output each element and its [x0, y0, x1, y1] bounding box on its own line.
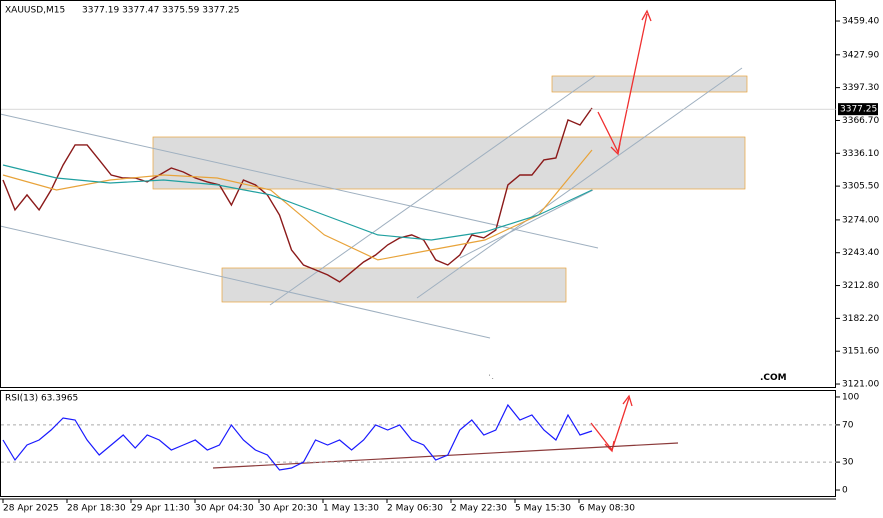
y-tick-label: 3305.50: [842, 182, 879, 192]
y-tick-label: 3427.90: [842, 50, 879, 60]
y-tick-label: 3336.10: [842, 149, 879, 159]
rsi-title: RSI(13) 63.3965: [5, 394, 78, 404]
watermark: .COM: [760, 373, 787, 383]
rsi-frame: [0, 390, 836, 497]
zone: [551, 75, 748, 93]
x-tick-label: 5 May 15:30: [515, 504, 571, 514]
y-tick-label: 3459.40: [842, 17, 879, 27]
y-tick-label: 3182.20: [842, 314, 879, 324]
y-tick-label: 30: [842, 458, 854, 468]
zone: [221, 267, 567, 303]
channel-lines: [0, 67, 743, 339]
price-frame: [0, 0, 836, 388]
series-line: [2, 164, 593, 241]
x-tick-label: 28 Apr 18:30: [67, 504, 126, 514]
x-tick-label: 6 May 08:30: [579, 504, 635, 514]
x-tick-label: 2 May 22:30: [451, 504, 507, 514]
x-tick-label: 30 Apr 04:30: [195, 504, 254, 514]
series-line: [2, 403, 593, 471]
x-tick-label: 28 Apr 2025: [3, 504, 59, 514]
zone: [152, 136, 746, 190]
watermark: INVESTOR: [484, 373, 535, 383]
y-tick-label: 3121.00: [842, 380, 879, 390]
y-tick-label: 100: [842, 392, 859, 402]
y-tick-label: 3366.70: [842, 116, 879, 126]
chart-subtitle: 3377.19 3377.47 3375.59 3377.25: [82, 6, 239, 16]
x-tick-label: 1 May 13:30: [323, 504, 379, 514]
y-tick-label: 70: [842, 420, 854, 430]
last-price-label: 3377.25: [840, 105, 877, 115]
y-tick-label: 3151.60: [842, 347, 879, 357]
watermark: BEL: [372, 373, 391, 383]
y-tick-label: 3243.40: [842, 248, 879, 258]
x-tick-label: 2 May 06:30: [387, 504, 443, 514]
chart-title: XAUUSD,M15: [5, 6, 65, 16]
y-tick-label: 0: [842, 486, 848, 496]
x-tick-label: 30 Apr 20:30: [259, 504, 318, 514]
series-line: [2, 107, 593, 283]
y-tick-label: 3397.30: [842, 83, 879, 93]
y-tick-label: 3212.80: [842, 281, 879, 291]
y-tick-label: 3274.00: [842, 215, 879, 225]
last-price-box: [838, 103, 878, 116]
x-tick-label: 29 Apr 11:30: [131, 504, 190, 514]
